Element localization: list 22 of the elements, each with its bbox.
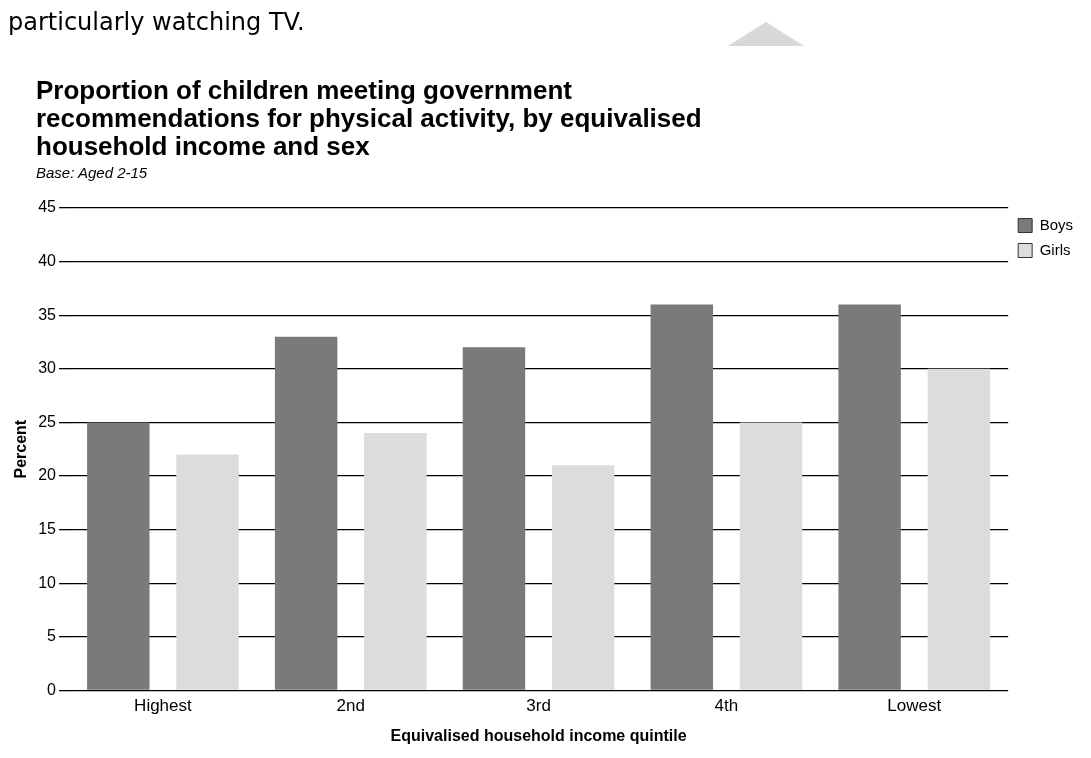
y-tick-label: 5 — [47, 627, 57, 645]
x-tick-label: Lowest — [887, 696, 942, 716]
text: particularly watching TV. — [8, 8, 305, 36]
y-tick-label: 25 — [38, 412, 57, 430]
x-tick-label: 2nd — [336, 696, 365, 716]
y-tick-label: 30 — [38, 359, 57, 377]
y-axis-title: Percent — [12, 419, 30, 479]
x-axis-title: Equivalised household income quintile — [390, 726, 687, 744]
y-tick-label: 20 — [38, 466, 57, 484]
y-tick-label: 35 — [38, 305, 57, 323]
y-tick-label: 15 — [38, 520, 57, 538]
y-tick-label: 10 — [38, 573, 57, 591]
legend-label: Boys — [1039, 215, 1074, 233]
legend-label: Girls — [1039, 240, 1071, 258]
y-tick-label: 45 — [38, 198, 57, 216]
x-tick-label: 4th — [714, 696, 739, 716]
chart-title: Proportion of children meeting government recommendations for physical activity, by equivalised household income and sex — [36, 75, 703, 161]
x-tick-label: Highest — [134, 696, 193, 716]
chart-subtitle: Base: Aged 2-15 — [36, 164, 148, 181]
y-tick-label: 0 — [47, 680, 57, 698]
x-tick-label: 3rd — [526, 696, 551, 716]
y-tick-label: 40 — [38, 252, 57, 270]
